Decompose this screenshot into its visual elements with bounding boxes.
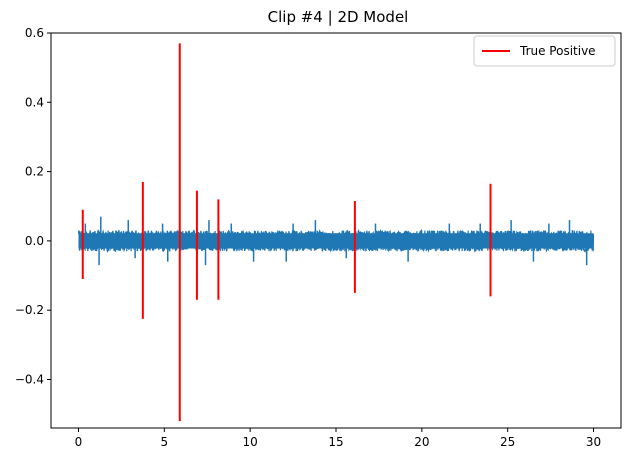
x-tick-label: 25: [500, 435, 515, 449]
y-tick-label: 0.2: [25, 165, 44, 179]
y-tick-label: 0.0: [25, 234, 44, 248]
legend-box: [473, 35, 616, 67]
x-tick-label: 0: [75, 435, 83, 449]
y-tick-label: −0.2: [15, 303, 44, 317]
y-tick-label: 0.6: [25, 26, 44, 40]
x-tick-label: 15: [328, 435, 343, 449]
axes: 0 5 10 15 20 25 30 −0.4 −0.2 0.0 0.2 0.4 0.6: [15, 26, 622, 449]
signal-band: [78, 233, 594, 249]
x-tick-label: 5: [160, 435, 168, 449]
legend: True Positive: [473, 35, 616, 67]
y-tick-label: 0.4: [25, 95, 44, 109]
chart-title: Clip #4 | 2D Model: [268, 8, 409, 26]
x-tick-label: 30: [586, 435, 601, 449]
legend-label-true-positive: True Positive: [519, 44, 596, 58]
x-tick-label: 10: [243, 435, 258, 449]
x-tick-label: 20: [414, 435, 429, 449]
y-tick-label: −0.4: [15, 372, 44, 386]
plot-area: [77, 43, 595, 422]
axes-frame: [50, 32, 622, 429]
